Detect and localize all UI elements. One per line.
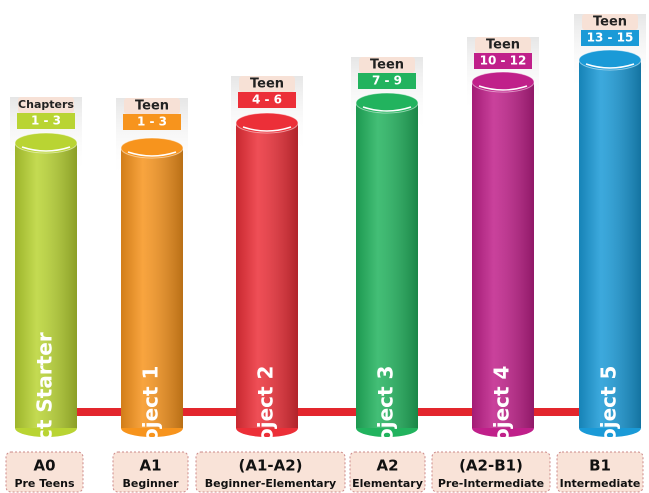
project-name: Project 3 (374, 366, 398, 467)
range-label: 10 - 12 (480, 54, 527, 68)
level-box (195, 451, 346, 493)
project-name: Project 5 (597, 366, 621, 467)
level-box (112, 451, 189, 493)
level-code: A2 (376, 457, 398, 475)
range-box (123, 114, 181, 130)
cylinder-rim (127, 151, 177, 157)
range-label: 4 - 6 (252, 93, 282, 107)
cylinder-shade (472, 82, 534, 428)
level-code: (A2-B1) (459, 457, 523, 475)
tag-box (124, 98, 180, 114)
range-label: 1 - 3 (137, 115, 167, 129)
tag-box (239, 76, 295, 92)
level-box (5, 451, 84, 493)
level-box (431, 451, 551, 493)
cylinder-top (471, 71, 535, 93)
tag-box (18, 97, 74, 113)
cylinder-top (120, 137, 184, 159)
tag-box (475, 37, 531, 53)
cylinder-top (355, 92, 419, 114)
tag-box (582, 14, 638, 30)
range-box (238, 92, 296, 108)
cylinder-rim (21, 146, 71, 152)
tag-box (359, 57, 415, 73)
tag-label: Teen (135, 99, 169, 114)
level-box (349, 451, 426, 493)
cylinder-top (578, 49, 642, 71)
level-description: Beginner (122, 477, 179, 490)
level-box (556, 451, 644, 493)
tag-label: Chapters (18, 98, 74, 111)
cylinder-rim (478, 85, 528, 91)
level-code: (A1-A2) (238, 457, 302, 475)
tag-label: Teen (250, 77, 284, 92)
project-name: Project 4 (490, 366, 514, 467)
range-box (17, 113, 75, 129)
range-label: 13 - 15 (587, 31, 634, 45)
range-label: 7 - 9 (372, 74, 402, 88)
level-code: A1 (139, 457, 161, 475)
level-code: B1 (589, 457, 611, 475)
level-description: Elementary (352, 477, 423, 490)
cylinder-shade (236, 123, 298, 428)
range-box (358, 73, 416, 89)
level-description: Beginner-Elementary (205, 477, 336, 490)
range-box (474, 53, 532, 69)
cylinder-rim (362, 106, 412, 112)
cylinder-shade (15, 143, 77, 428)
cylinder-top (14, 132, 78, 154)
level-code: A0 (33, 457, 55, 475)
level-description: Pre-Intermediate (438, 477, 544, 490)
cylinder-rim (585, 63, 635, 69)
cylinder-shade (579, 60, 641, 428)
cylinder-shade (356, 103, 418, 428)
cylinder-top (235, 112, 299, 134)
cylinder-rim (242, 126, 292, 132)
project-name: Project 1 (139, 366, 163, 467)
level-description: Pre Teens (14, 477, 75, 490)
tag-label: Teen (370, 58, 404, 73)
cylinder-shade (121, 148, 183, 428)
range-label: 1 - 3 (31, 114, 61, 128)
project-name: Project 2 (254, 366, 278, 467)
range-box (581, 30, 639, 46)
baseline-bar (45, 408, 605, 416)
tag-label: Teen (593, 15, 627, 30)
level-description: Intermediate (560, 477, 641, 490)
tag-label: Teen (486, 38, 520, 53)
